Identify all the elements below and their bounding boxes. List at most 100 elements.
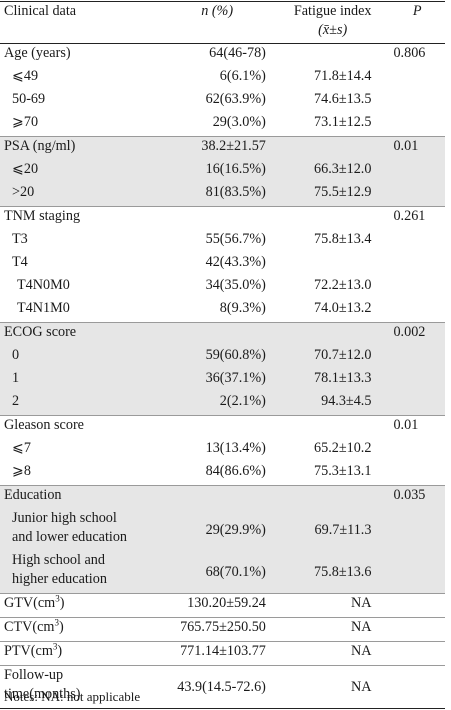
row-label: Education: [0, 485, 157, 509]
table-row: PTV(cm3) 771.14±103.77 NA: [0, 641, 445, 666]
row-label: T3: [12, 231, 28, 247]
header-fatigue-line2: (x̄±s): [318, 22, 348, 38]
table-row: GTV(cm3) 130.20±59.24 NA: [0, 593, 445, 618]
row-p: [387, 160, 445, 183]
row-n: 8(9.3%): [219, 300, 266, 316]
row-fatigue: 72.2±13.0: [314, 277, 372, 293]
row-p: [387, 183, 445, 207]
table-notes: Notes: NA: not applicable: [4, 689, 141, 704]
table-row: Junior high school and lower education 2…: [0, 509, 445, 551]
row-n: 43.9(14.5-72.6): [156, 665, 278, 709]
table-row: 2 2(2.1%) 94.3±4.5: [0, 392, 445, 416]
row-n: 62(63.9%): [205, 91, 266, 107]
row-fatigue: 65.2±10.2: [314, 440, 372, 456]
table-body: Age (years) 64(46-78) 0.806 ⩽49 6(6.1%) …: [0, 44, 445, 709]
table-row: ⩽7 13(13.4%) 65.2±10.2: [0, 439, 445, 462]
row-label: T4: [12, 254, 28, 270]
row-n: [156, 322, 278, 346]
table-row: ECOG score 0.002: [0, 322, 445, 346]
row-n: [156, 415, 278, 439]
row-n: 771.14±103.77: [156, 641, 278, 666]
row-p: 0.035: [387, 485, 445, 509]
table-header: Clinical data n (%) Fatigue index (x̄±s)…: [0, 1, 445, 44]
table-row: 1 36(37.1%) 78.1±13.3: [0, 369, 445, 392]
table-row: Education 0.035: [0, 485, 445, 509]
row-fatigue: [277, 485, 388, 509]
row-p: [387, 641, 445, 666]
table-row: T4N0M0 34(35.0%) 72.2±13.0: [0, 276, 445, 299]
row-label: Age (years): [4, 45, 71, 61]
row-n: 81(83.5%): [156, 183, 278, 207]
row-label-close: ): [58, 619, 64, 635]
row-p: [387, 439, 445, 462]
row-label: 0: [0, 346, 157, 369]
row-label-line1: High school and: [12, 552, 105, 568]
row-fatigue: 70.7±12.0: [277, 346, 388, 369]
row-fatigue: [277, 206, 388, 230]
row-fatigue: [278, 44, 388, 68]
table-row: PSA (ng/ml) 38.2±21.57 0.01: [0, 136, 445, 160]
row-fatigue: NA: [277, 641, 388, 666]
row-label-line2: time(months): [4, 686, 81, 702]
row-p: [387, 665, 445, 709]
row-label: ⩾8: [12, 463, 31, 479]
row-p: [387, 369, 445, 392]
row-label: ⩽20: [0, 160, 157, 183]
row-fatigue: 69.7±11.3: [277, 509, 388, 551]
row-n: 13(13.4%): [205, 440, 266, 456]
row-p: 0.261: [387, 206, 445, 230]
table-row: Age (years) 64(46-78) 0.806: [0, 44, 445, 68]
header-p: P: [412, 3, 422, 19]
row-label-line1: Follow-up: [4, 667, 64, 683]
row-n: 29(3.0%): [212, 114, 266, 130]
row-p: 0.806: [393, 45, 426, 61]
row-fatigue: 74.6±13.5: [314, 91, 372, 107]
row-label: ⩾70: [12, 114, 39, 130]
row-p: [387, 551, 445, 594]
row-p: [387, 593, 445, 618]
row-label-text: CTV(cm: [4, 619, 55, 635]
row-label: High school and higher education: [0, 551, 157, 594]
header-fatigue-line1: Fatigue index: [293, 3, 372, 19]
row-p: [387, 90, 445, 113]
table-row: T4N1M0 8(9.3%) 74.0±13.2: [0, 299, 445, 323]
row-label: 2: [0, 392, 157, 416]
row-fatigue: [277, 322, 388, 346]
row-fatigue: 74.0±13.2: [314, 300, 372, 316]
row-n: 42(43.3%): [205, 254, 266, 270]
table-row: High school and higher education 68(70.1…: [0, 551, 445, 594]
row-fatigue: 66.3±12.0: [277, 160, 388, 183]
row-label: Junior high school and lower education: [0, 509, 157, 551]
row-p: 0.01: [387, 136, 445, 160]
row-n: 6(6.1%): [219, 68, 266, 84]
row-label: T4N0M0: [17, 277, 70, 293]
table-row: TNM staging 0.261: [0, 206, 445, 230]
row-n: 29(29.9%): [156, 509, 278, 551]
row-label-line2: and lower education: [12, 529, 128, 545]
row-label: TNM staging: [0, 206, 157, 230]
row-p: [387, 392, 445, 416]
header-fatigue-index: Fatigue index (x̄±s): [278, 2, 388, 44]
table-row: ⩾8 84(86.6%) 75.3±13.1: [0, 462, 445, 486]
row-label-text: PTV(cm: [4, 643, 53, 659]
row-p: [387, 299, 445, 323]
row-p: [387, 253, 445, 276]
row-p: [387, 509, 445, 551]
row-fatigue: NA: [277, 665, 388, 709]
unit-exponent: 3: [54, 617, 59, 628]
table-row: 0 59(60.8%) 70.7±12.0: [0, 346, 445, 369]
row-p: [387, 617, 445, 642]
table-row: CTV(cm3) 765.75±250.50 NA: [0, 617, 445, 642]
unit-exponent: 3: [55, 593, 60, 604]
row-n: [156, 206, 278, 230]
header-clinical-data: Clinical data: [4, 3, 77, 19]
row-fatigue: NA: [277, 617, 388, 642]
row-fatigue: 75.3±13.1: [314, 463, 372, 479]
table-row: T4 42(43.3%): [0, 253, 445, 276]
row-label: CTV(cm3): [0, 617, 157, 642]
row-n: 36(37.1%): [156, 369, 278, 392]
header-n-percent: n (%): [201, 3, 234, 19]
table-row: Follow-up time(months) 43.9(14.5-72.6) N…: [0, 665, 445, 709]
